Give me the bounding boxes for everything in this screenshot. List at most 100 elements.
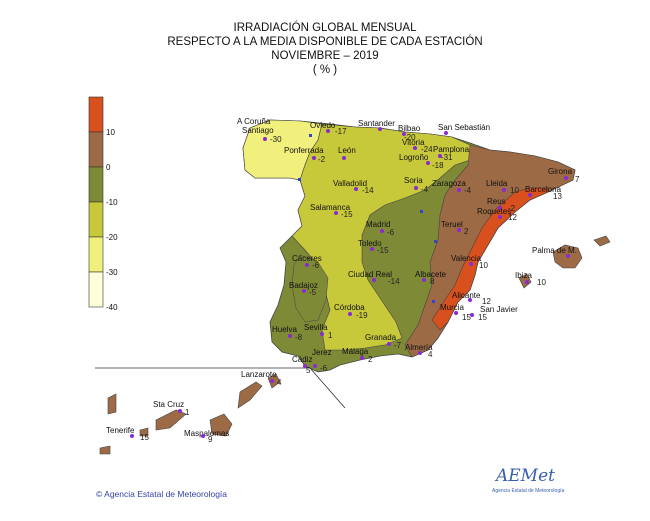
map-title-line4: ( % ) [312,64,338,76]
logo-subtitle: Agencia Estatal de Meteorología [492,488,565,494]
station-label: Santiago [242,126,274,135]
station-marker [387,342,391,346]
station-label: Valladolid [333,179,367,188]
legend-tick: 10 [106,128,115,137]
station-label: Palma de M. [532,246,577,255]
station-label: Logroño [399,153,429,162]
station-label: Madrid [366,220,390,229]
station-value: -6 [312,261,320,270]
station-value: -8 [295,333,303,342]
station-label: Reus [487,197,506,206]
station-value: -14 [362,186,374,195]
station-label: Málaga [342,347,369,356]
station-marker [528,193,532,197]
station-label: Soria [404,176,423,185]
station-marker [320,332,324,336]
station-label: Pamplona [433,145,470,154]
station-value: -5 [309,288,317,297]
station-label: Almería [405,343,433,352]
station-marker [313,364,317,368]
station-label: Jerez [312,348,332,357]
station-value: -30 [270,135,282,144]
station-label: Bilbao [398,124,421,133]
station-marker [498,206,502,210]
tenerife-island [155,409,187,431]
station-marker [469,262,473,266]
station-label: Murcia [440,303,465,312]
station-label: Barcelona [525,185,562,194]
station-label: Córdoba [334,303,365,312]
station-value: -4 [421,185,429,194]
legend-tick: -30 [106,268,118,277]
coastal-marker [434,240,437,243]
station-marker [444,131,448,135]
station-marker [178,409,182,413]
station-marker [303,364,307,368]
station-label: Roquetes [477,207,511,216]
station-marker [426,161,430,165]
station-value: 13 [553,192,562,201]
station-marker [326,129,330,133]
station-value: 1 [328,331,333,340]
station-label: Salamanca [310,203,351,212]
station-value: -31 [441,153,453,162]
station-label: Lanzarote [241,370,277,379]
station-value: 15 [462,313,471,322]
station-label: Lleida [486,179,508,188]
station-value: -18 [432,161,444,170]
legend-band-6 [88,271,104,308]
station-label: Badajoz [289,281,318,290]
station-value: 9 [208,435,213,444]
station-value: -7 [394,341,402,350]
map-title-line2: RESPECTO A LA MEDIA DISPONIBLE DE CADA E… [167,36,483,48]
station-label: Valencia [451,254,482,263]
station-label: Cáceres [292,254,322,263]
extremadura-region [291,254,329,323]
gran-canaria-island [209,413,233,437]
station-label: Oviedo [310,121,336,130]
station-marker [525,280,529,284]
station-marker [360,356,364,360]
station-marker [402,132,406,136]
station-value: -17 [335,127,347,136]
station-marker [270,379,274,383]
stations-layer: A Coruña Santiago -30 Oviedo -17 Santand… [106,117,580,444]
station-label: Cádiz [292,355,312,364]
legend-band-4 [88,201,104,238]
station-value: -2 [508,204,516,213]
station-value: -14 [388,277,400,286]
station-marker [564,176,568,180]
legend-band-5 [88,236,104,273]
station-value: 15 [478,313,487,322]
mediterranean-coast-region [431,187,549,331]
station-label: A Coruña [237,117,271,126]
station-marker [288,334,292,338]
station-label: San Javier [480,305,518,314]
station-value: 4 [277,378,282,387]
station-marker [312,156,316,160]
station-marker [370,247,374,251]
station-label: Sevilla [304,323,328,332]
legend-tick: -10 [106,198,118,207]
station-label: Girona [548,167,573,176]
station-value: 2 [464,227,469,236]
station-value: -15 [341,210,353,219]
station-marker [201,434,205,438]
station-marker [502,188,506,192]
station-value: 15 [140,433,149,442]
station-label: Granada [365,333,397,342]
station-label: Vitoria [402,138,425,147]
menorca-island [593,235,611,247]
coastal-markers [298,134,437,303]
station-label: Ponferrada [284,146,324,155]
station-marker [372,278,376,282]
station-value: 7 [575,175,580,184]
aemet-logo: AEMet Agencia Estatal de Meteorología [492,466,565,498]
coastal-marker [309,134,312,137]
station-marker [414,186,418,190]
station-value: 10 [479,261,488,270]
coastal-marker [432,300,435,303]
station-marker [454,311,458,315]
station-marker [470,313,474,317]
station-marker [342,156,346,160]
